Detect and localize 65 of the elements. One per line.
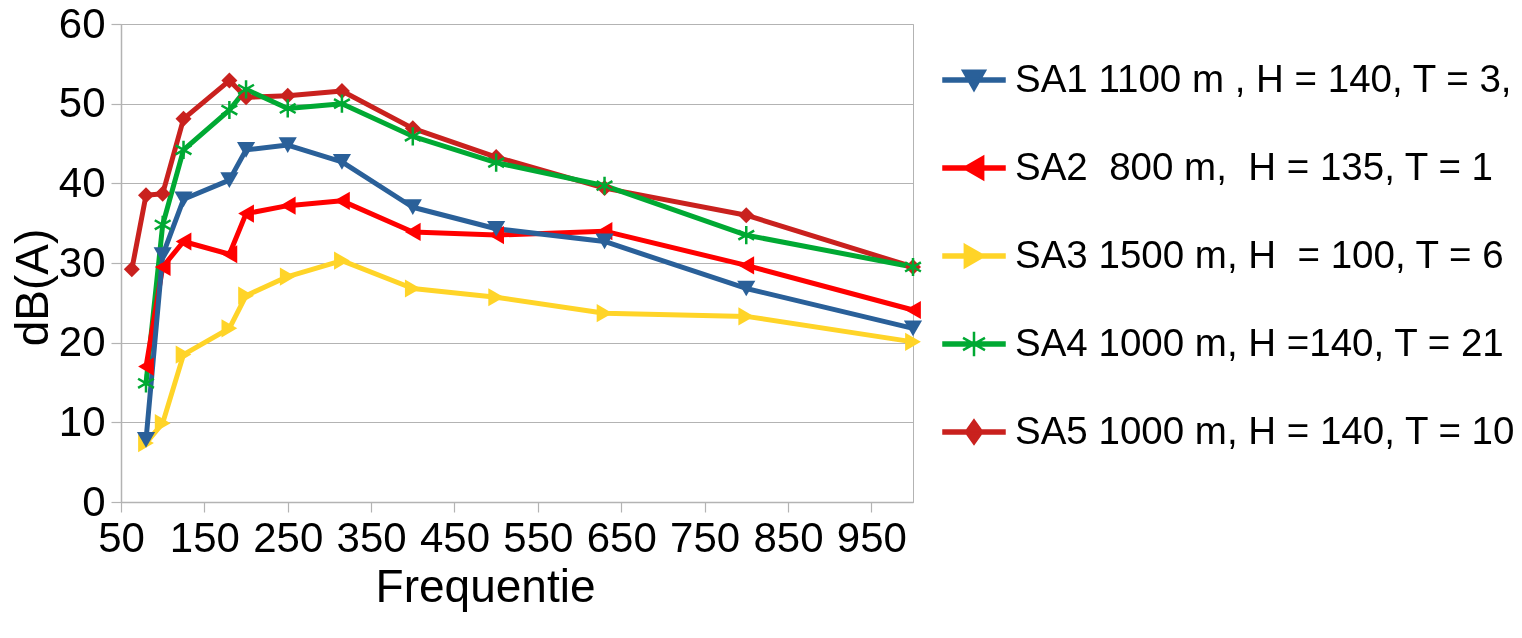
point (334, 251, 350, 270)
point (138, 187, 155, 204)
x-tick-label: 950 (836, 513, 907, 561)
point (174, 139, 193, 161)
y-tick-label: 20 (58, 318, 106, 366)
point (738, 256, 755, 275)
point (905, 300, 921, 320)
y-axis-title: dB(A) (5, 228, 58, 347)
point (236, 142, 256, 158)
point (903, 320, 923, 337)
point (236, 78, 256, 100)
point (487, 220, 506, 237)
point (154, 185, 171, 202)
point (738, 207, 755, 224)
point (221, 72, 238, 89)
point (403, 126, 422, 147)
point (737, 280, 756, 297)
legend-label: SA4 1000 m, H =140, T = 21 (1015, 321, 1504, 364)
point (487, 152, 506, 173)
legend-label: SA3 1500 m, H = 100, T = 6 (1015, 233, 1504, 276)
point (175, 345, 192, 364)
point (595, 175, 614, 197)
y-tick-label: 50 (58, 79, 106, 127)
point (221, 319, 238, 338)
x-tick-label: 850 (753, 513, 824, 561)
point (238, 204, 254, 223)
point (279, 196, 296, 215)
y-tick-label: 30 (58, 238, 106, 286)
x-tick-label: 150 (169, 513, 240, 561)
x-tick-label: 750 (670, 513, 741, 561)
point (175, 232, 192, 251)
point (279, 267, 296, 286)
y-tick-label: 40 (58, 158, 106, 206)
legend-label: SA2 800 m, H = 135, T = 1 (1015, 145, 1493, 188)
point (403, 199, 422, 216)
point (333, 82, 350, 99)
y-tick-label: 60 (58, 0, 106, 47)
point (123, 261, 140, 278)
point (221, 245, 238, 264)
point (238, 286, 254, 305)
point (220, 172, 239, 189)
legend-label: SA1 1100 m , H = 140, T = 3, (1015, 57, 1512, 100)
x-tick-label: 250 (253, 513, 324, 561)
point (174, 191, 193, 208)
point (138, 357, 154, 376)
x-tick-label: 450 (419, 513, 491, 561)
point (905, 332, 921, 351)
point (220, 99, 239, 121)
legend-label: SA5 1000 m, H = 140, T = 10 (1015, 409, 1515, 452)
point (332, 153, 352, 170)
x-tick-label: 350 (336, 513, 407, 561)
x-tick-label: 550 (503, 513, 574, 561)
point (737, 224, 756, 246)
point (278, 137, 297, 153)
y-tick-label: 10 (58, 397, 106, 445)
point (332, 93, 352, 114)
point (136, 372, 156, 394)
point (278, 98, 297, 119)
x-axis-title: Frequentie (375, 559, 596, 612)
point (404, 222, 421, 242)
x-tick-label: 650 (586, 513, 657, 561)
point (595, 233, 614, 250)
point (153, 247, 172, 263)
point (136, 431, 156, 448)
point (175, 110, 192, 127)
